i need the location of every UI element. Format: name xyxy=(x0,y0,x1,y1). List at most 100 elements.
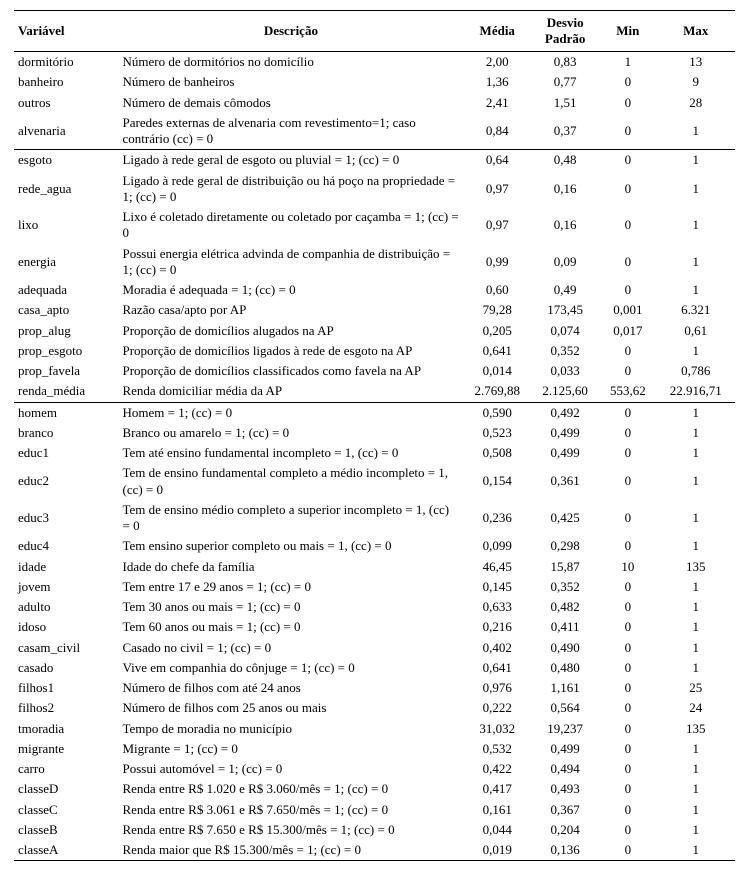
cell-variavel: prop_favela xyxy=(14,361,118,381)
table-row: classeBRenda entre R$ 7.650 e R$ 15.300/… xyxy=(14,820,735,840)
cell-max: 1 xyxy=(657,171,735,208)
cell-max: 1 xyxy=(657,463,735,500)
cell-media: 0,216 xyxy=(463,617,531,637)
cell-descricao: Proporção de domicílios alugados na AP xyxy=(118,321,463,341)
cell-descricao: Renda maior que R$ 15.300/mês = 1; (cc) … xyxy=(118,840,463,861)
cell-descricao: Tem de ensino médio completo a superior … xyxy=(118,500,463,537)
cell-media: 0,523 xyxy=(463,423,531,443)
cell-desvio: 0,77 xyxy=(531,72,599,92)
cell-min: 0 xyxy=(599,739,656,759)
cell-max: 1 xyxy=(657,840,735,861)
cell-max: 1 xyxy=(657,536,735,556)
cell-max: 22.916,71 xyxy=(657,381,735,402)
cell-desvio: 19,237 xyxy=(531,719,599,739)
cell-media: 0,044 xyxy=(463,820,531,840)
cell-media: 2,00 xyxy=(463,52,531,73)
cell-min: 0 xyxy=(599,443,656,463)
table-row: filhos1Número de filhos com até 24 anos0… xyxy=(14,678,735,698)
cell-media: 0,64 xyxy=(463,150,531,171)
cell-descricao: Homem = 1; (cc) = 0 xyxy=(118,402,463,423)
cell-media: 0,84 xyxy=(463,113,531,150)
table-row: rede_aguaLigado à rede geral de distribu… xyxy=(14,171,735,208)
cell-descricao: Número de demais cômodos xyxy=(118,93,463,113)
cell-desvio: 173,45 xyxy=(531,300,599,320)
header-desvio-bot: Padrão xyxy=(545,31,585,46)
cell-media: 0,633 xyxy=(463,597,531,617)
cell-max: 1 xyxy=(657,779,735,799)
cell-variavel: carro xyxy=(14,759,118,779)
cell-min: 0 xyxy=(599,500,656,537)
table-row: banheiroNúmero de banheiros1,360,7709 xyxy=(14,72,735,92)
cell-max: 1 xyxy=(657,244,735,281)
cell-descricao: Possui automóvel = 1; (cc) = 0 xyxy=(118,759,463,779)
table-row: educ3Tem de ensino médio completo a supe… xyxy=(14,500,735,537)
cell-desvio: 0,16 xyxy=(531,171,599,208)
cell-min: 0 xyxy=(599,171,656,208)
cell-desvio: 0,492 xyxy=(531,402,599,423)
cell-descricao: Paredes externas de alvenaria com revest… xyxy=(118,113,463,150)
cell-media: 0,422 xyxy=(463,759,531,779)
table-row: classeDRenda entre R$ 1.020 e R$ 3.060/m… xyxy=(14,779,735,799)
cell-desvio: 0,37 xyxy=(531,113,599,150)
cell-media: 0,145 xyxy=(463,577,531,597)
table-row: casam_civilCasado no civil = 1; (cc) = 0… xyxy=(14,638,735,658)
cell-min: 0 xyxy=(599,617,656,637)
header-max: Max xyxy=(657,11,735,52)
cell-max: 1 xyxy=(657,207,735,244)
table-row: idosoTem 60 anos ou mais = 1; (cc) = 00,… xyxy=(14,617,735,637)
cell-variavel: jovem xyxy=(14,577,118,597)
cell-variavel: idade xyxy=(14,557,118,577)
table-row: classeARenda maior que R$ 15.300/mês = 1… xyxy=(14,840,735,861)
cell-variavel: prop_esgoto xyxy=(14,341,118,361)
cell-variavel: idoso xyxy=(14,617,118,637)
table-row: homemHomem = 1; (cc) = 00,5900,49201 xyxy=(14,402,735,423)
cell-desvio: 0,16 xyxy=(531,207,599,244)
cell-desvio: 0,298 xyxy=(531,536,599,556)
cell-descricao: Tem até ensino fundamental incompleto = … xyxy=(118,443,463,463)
cell-desvio: 0,499 xyxy=(531,423,599,443)
table-row: tmoradiaTempo de moradia no município31,… xyxy=(14,719,735,739)
cell-max: 1 xyxy=(657,820,735,840)
cell-max: 0,786 xyxy=(657,361,735,381)
cell-desvio: 0,499 xyxy=(531,739,599,759)
cell-min: 0 xyxy=(599,536,656,556)
header-media: Média xyxy=(463,11,531,52)
cell-media: 0,161 xyxy=(463,800,531,820)
cell-desvio: 0,482 xyxy=(531,597,599,617)
cell-variavel: esgoto xyxy=(14,150,118,171)
cell-desvio: 0,49 xyxy=(531,280,599,300)
cell-max: 1 xyxy=(657,739,735,759)
table-row: casadoVive em companhia do cônjuge = 1; … xyxy=(14,658,735,678)
cell-media: 0,236 xyxy=(463,500,531,537)
table-row: migranteMigrante = 1; (cc) = 00,5320,499… xyxy=(14,739,735,759)
cell-descricao: Casado no civil = 1; (cc) = 0 xyxy=(118,638,463,658)
cell-min: 0 xyxy=(599,800,656,820)
cell-min: 0,017 xyxy=(599,321,656,341)
cell-min: 10 xyxy=(599,557,656,577)
cell-descricao: Moradia é adequada = 1; (cc) = 0 xyxy=(118,280,463,300)
cell-desvio: 0,425 xyxy=(531,500,599,537)
cell-variavel: branco xyxy=(14,423,118,443)
cell-min: 0 xyxy=(599,698,656,718)
cell-media: 79,28 xyxy=(463,300,531,320)
cell-variavel: educ2 xyxy=(14,463,118,500)
cell-desvio: 0,361 xyxy=(531,463,599,500)
table-row: brancoBranco ou amarelo = 1; (cc) = 00,5… xyxy=(14,423,735,443)
cell-descricao: Tem ensino superior completo ou mais = 1… xyxy=(118,536,463,556)
cell-min: 0,001 xyxy=(599,300,656,320)
cell-desvio: 0,480 xyxy=(531,658,599,678)
stats-table: Variável Descrição Média Desvio Padrão M… xyxy=(14,10,735,861)
table-row: outrosNúmero de demais cômodos2,411,5102… xyxy=(14,93,735,113)
cell-max: 1 xyxy=(657,280,735,300)
cell-media: 0,99 xyxy=(463,244,531,281)
cell-media: 0,590 xyxy=(463,402,531,423)
cell-desvio: 0,352 xyxy=(531,577,599,597)
header-desvio-padrao: Desvio Padrão xyxy=(531,11,599,52)
table-row: dormitórioNúmero de dormitórios no domic… xyxy=(14,52,735,73)
cell-desvio: 0,204 xyxy=(531,820,599,840)
cell-variavel: homem xyxy=(14,402,118,423)
cell-descricao: Possui energia elétrica advinda de compa… xyxy=(118,244,463,281)
cell-media: 0,019 xyxy=(463,840,531,861)
cell-min: 0 xyxy=(599,719,656,739)
cell-descricao: Ligado à rede geral de esgoto ou pluvial… xyxy=(118,150,463,171)
